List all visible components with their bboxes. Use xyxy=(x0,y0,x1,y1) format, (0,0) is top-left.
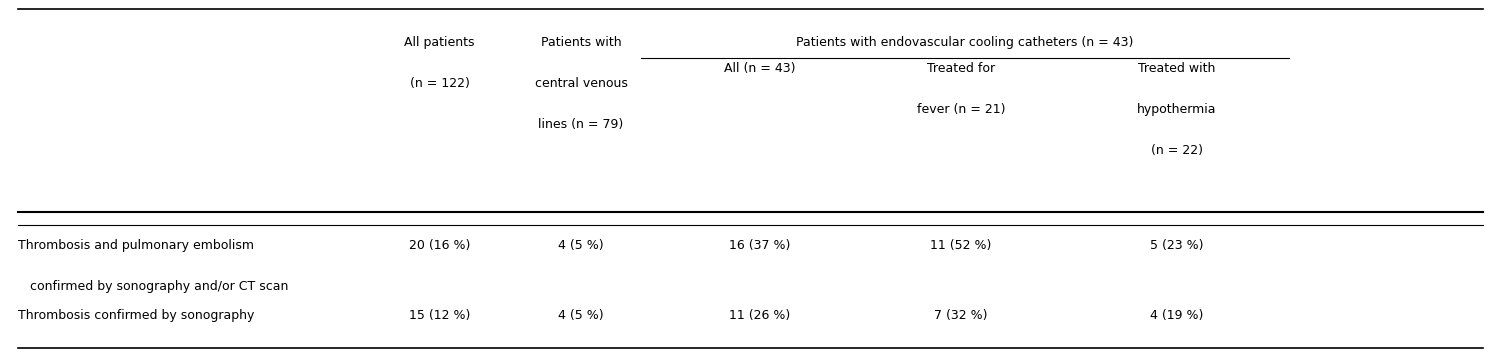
Text: central venous: central venous xyxy=(535,77,627,90)
Text: Treated with: Treated with xyxy=(1138,62,1216,75)
Text: Thrombosis and pulmonary embolism: Thrombosis and pulmonary embolism xyxy=(18,239,253,252)
Text: fever (n = 21): fever (n = 21) xyxy=(916,104,1006,116)
Text: 4 (5 %): 4 (5 %) xyxy=(559,239,603,252)
Text: All (n = 43): All (n = 43) xyxy=(724,62,796,75)
Text: All patients: All patients xyxy=(404,36,475,49)
Text: 11 (26 %): 11 (26 %) xyxy=(729,309,791,322)
Text: Patients with: Patients with xyxy=(541,36,621,49)
Text: Treated for: Treated for xyxy=(927,62,995,75)
Text: 7 (32 %): 7 (32 %) xyxy=(934,309,988,322)
Text: 5 (23 %): 5 (23 %) xyxy=(1150,239,1204,252)
Text: (n = 122): (n = 122) xyxy=(410,77,469,90)
Text: 4 (19 %): 4 (19 %) xyxy=(1150,309,1204,322)
Text: 16 (37 %): 16 (37 %) xyxy=(729,239,791,252)
Text: 20 (16 %): 20 (16 %) xyxy=(408,239,471,252)
Text: Thrombosis confirmed by sonography: Thrombosis confirmed by sonography xyxy=(18,309,255,322)
Text: lines (n = 79): lines (n = 79) xyxy=(538,118,624,131)
Text: Patients with endovascular cooling catheters (n = 43): Patients with endovascular cooling cathe… xyxy=(796,36,1134,49)
Text: 15 (12 %): 15 (12 %) xyxy=(408,309,471,322)
Text: hypothermia: hypothermia xyxy=(1137,104,1217,116)
Text: (n = 22): (n = 22) xyxy=(1152,145,1202,157)
Text: confirmed by sonography and/or CT scan: confirmed by sonography and/or CT scan xyxy=(18,280,288,293)
Text: 11 (52 %): 11 (52 %) xyxy=(930,239,992,252)
Text: 4 (5 %): 4 (5 %) xyxy=(559,309,603,322)
